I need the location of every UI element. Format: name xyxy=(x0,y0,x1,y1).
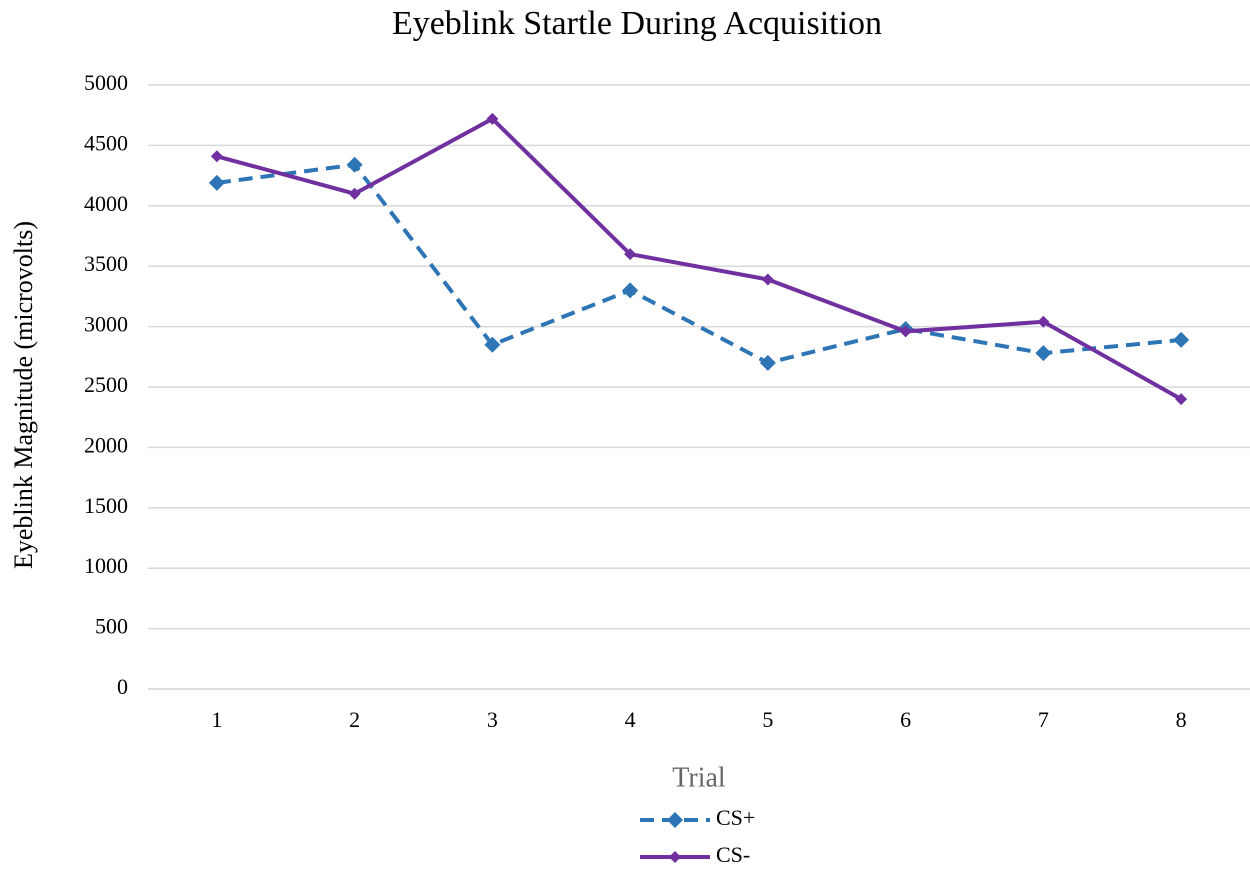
y-axis-label: Eyeblink Magnitude (microvolts) xyxy=(9,221,38,569)
marker xyxy=(348,187,361,200)
marker xyxy=(761,273,774,286)
marker xyxy=(624,248,637,261)
y-tick-label: 3000 xyxy=(84,312,128,337)
y-tick-label: 4500 xyxy=(84,130,128,155)
y-tick-label: 3500 xyxy=(84,251,128,276)
chart-title: Eyeblink Startle During Acquisition xyxy=(392,5,882,42)
marker xyxy=(622,282,639,299)
marker xyxy=(346,156,363,173)
y-tick-label: 1000 xyxy=(84,553,128,578)
marker xyxy=(899,325,912,338)
marker xyxy=(484,336,501,353)
legend-marker xyxy=(667,812,683,828)
marker xyxy=(486,112,499,125)
series-line xyxy=(216,116,1183,401)
x-tick-label: 2 xyxy=(349,707,360,732)
x-tick-label: 5 xyxy=(762,707,773,732)
marker xyxy=(210,150,223,163)
legend-marker xyxy=(669,851,681,863)
y-tick-label: 5000 xyxy=(84,70,128,95)
marker xyxy=(1173,331,1190,348)
y-tick-label: 500 xyxy=(95,614,128,639)
y-tick-label: 1500 xyxy=(84,493,128,518)
y-tick-label: 0 xyxy=(117,674,128,699)
x-tick-label: 4 xyxy=(625,707,636,732)
x-axis-label: Trial xyxy=(672,762,726,793)
x-tick-label: 6 xyxy=(900,707,911,732)
marker xyxy=(759,354,776,371)
y-tick-label: 2000 xyxy=(84,432,128,457)
series-line xyxy=(216,162,1182,365)
x-tick-label: 7 xyxy=(1038,707,1049,732)
marker xyxy=(1037,315,1050,328)
x-tick-label: 3 xyxy=(487,707,498,732)
marker xyxy=(1035,345,1052,362)
x-tick-label: 1 xyxy=(211,707,222,732)
y-tick-label: 4000 xyxy=(84,191,128,216)
y-tick-label: 2500 xyxy=(84,372,128,397)
legend-label: CS+ xyxy=(716,805,755,830)
marker xyxy=(208,174,225,191)
marker xyxy=(1175,393,1188,406)
legend-label: CS- xyxy=(716,842,750,867)
x-tick-label: 8 xyxy=(1176,707,1187,732)
